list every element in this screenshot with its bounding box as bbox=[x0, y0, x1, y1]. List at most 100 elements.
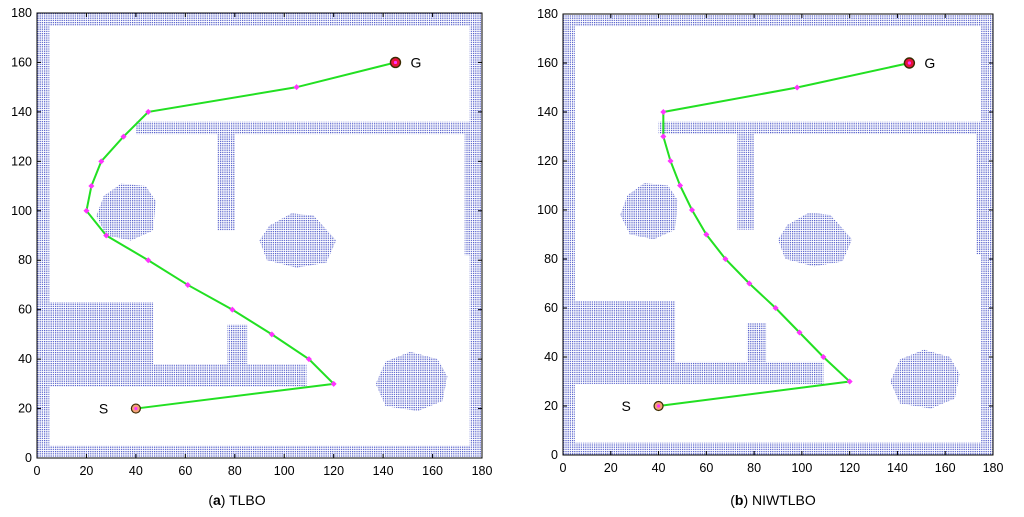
x-tick-label-b-120: 120 bbox=[839, 461, 860, 475]
obstacle-blob-b-2 bbox=[890, 349, 960, 409]
y-tick-label-a-100: 100 bbox=[11, 204, 32, 218]
obstacle-block-b-4 bbox=[675, 361, 824, 384]
y-tick-label-b-160: 160 bbox=[537, 56, 558, 70]
waypoint-a-7 bbox=[103, 232, 110, 239]
y-tick-label-a-180: 180 bbox=[11, 6, 32, 20]
y-tick-label-b-80: 80 bbox=[544, 252, 558, 266]
y-tick-label-b-40: 40 bbox=[544, 350, 558, 364]
x-tick-label-a-60: 60 bbox=[178, 464, 192, 478]
y-tick-label-a-160: 160 bbox=[11, 55, 32, 69]
obstacle-block-b-0 bbox=[658, 121, 977, 135]
caption-a-letter: a bbox=[213, 492, 221, 508]
waypoint-b-10 bbox=[667, 158, 674, 164]
obstacle-block-a-3 bbox=[49, 302, 154, 387]
goal-marker-center-a bbox=[393, 60, 398, 65]
x-tick-label-a-20: 20 bbox=[79, 464, 93, 478]
y-tick-label-a-60: 60 bbox=[18, 303, 32, 317]
x-tick-label-b-100: 100 bbox=[791, 461, 812, 475]
waypoint-b-6 bbox=[722, 256, 729, 262]
y-tick-label-b-140: 140 bbox=[537, 105, 558, 119]
obstacle-border-bottom-a bbox=[37, 445, 482, 458]
x-tick-label-b-60: 60 bbox=[699, 461, 713, 475]
caption-b-name: NIWTLBO bbox=[752, 492, 816, 508]
obstacle-blob-a-2 bbox=[375, 351, 448, 412]
y-tick-label-b-0: 0 bbox=[551, 448, 558, 462]
waypoint-b-9 bbox=[677, 182, 684, 189]
waypoint-b-3 bbox=[796, 329, 803, 336]
waypoint-b-11 bbox=[660, 133, 667, 140]
y-tick-label-a-140: 140 bbox=[11, 105, 32, 119]
x-tick-label-a-40: 40 bbox=[129, 464, 143, 478]
y-tick-label-b-60: 60 bbox=[544, 301, 558, 315]
x-tick-label-b-0: 0 bbox=[560, 461, 567, 475]
obstacle-block-a-1 bbox=[217, 134, 235, 231]
chart-panel-a: (a) TLBO 0 20 40 60 80 100 120 140 160 180 0 20 40 60… bbox=[11, 6, 492, 508]
obstacle-border-top-a bbox=[37, 13, 482, 26]
start-marker-center-b bbox=[656, 404, 661, 408]
obstacle-block-b-1 bbox=[737, 134, 755, 230]
waypoint-b-4 bbox=[772, 305, 779, 311]
waypoint-a-2 bbox=[305, 356, 312, 363]
waypoint-a-4 bbox=[229, 306, 236, 313]
x-tick-label-b-180: 180 bbox=[983, 461, 1004, 475]
waypoint-a-6 bbox=[145, 257, 152, 264]
obstacle-blob-a-1 bbox=[259, 213, 337, 268]
obstacle-block-b-5 bbox=[746, 322, 767, 362]
y-tick-label-b-120: 120 bbox=[537, 154, 558, 168]
x-tick-label-b-40: 40 bbox=[652, 461, 666, 475]
x-tick-label-b-80: 80 bbox=[747, 461, 761, 475]
obstacle-border-top-b bbox=[563, 14, 993, 27]
obstacle-blob-a-0 bbox=[96, 183, 156, 241]
start-label-b: S bbox=[622, 398, 631, 414]
y-tick-label-b-180: 180 bbox=[537, 7, 558, 21]
waypoint-b-8 bbox=[689, 207, 695, 213]
waypoint-a-1 bbox=[330, 380, 337, 387]
caption-a-name: TLBO bbox=[229, 492, 266, 508]
obstacle-block-a-4 bbox=[153, 364, 307, 387]
waypoint-a-12 bbox=[145, 108, 152, 115]
waypoint-a-8 bbox=[83, 207, 90, 214]
obstacle-block-a-0 bbox=[135, 121, 465, 135]
caption-b: (b) NIWTLBO bbox=[730, 492, 816, 508]
obstacle-block-a-2 bbox=[464, 121, 482, 256]
y-tick-label-b-100: 100 bbox=[537, 203, 558, 217]
y-tick-label-a-120: 120 bbox=[11, 154, 32, 168]
waypoint-b-2 bbox=[820, 354, 827, 360]
goal-label-a: G bbox=[410, 54, 421, 70]
x-tick-label-a-100: 100 bbox=[274, 464, 295, 478]
y-tick-label-a-20: 20 bbox=[18, 402, 32, 416]
obstacle-border-bottom-b bbox=[563, 442, 993, 455]
obstacle-blob-b-0 bbox=[620, 183, 678, 240]
x-tick-label-a-80: 80 bbox=[228, 464, 242, 478]
axes-frame-b bbox=[562, 13, 994, 456]
waypoint-a-10 bbox=[98, 158, 105, 165]
waypoint-a-13 bbox=[293, 84, 300, 91]
obstacle-border-left-a bbox=[37, 13, 50, 458]
start-label-a: S bbox=[99, 401, 108, 417]
start-marker-center-a bbox=[134, 406, 138, 411]
waypoint-b-1 bbox=[846, 378, 853, 385]
goal-label-b: G bbox=[924, 55, 935, 71]
y-tick-label-a-80: 80 bbox=[18, 253, 32, 267]
waypoint-b-13 bbox=[794, 84, 801, 91]
caption-b-letter: b bbox=[735, 492, 744, 508]
waypoint-b-7 bbox=[703, 231, 710, 238]
waypoint-a-9 bbox=[88, 183, 95, 190]
obstacle-block-a-5 bbox=[227, 324, 248, 365]
waypoint-b-5 bbox=[746, 280, 753, 287]
waypoint-a-3 bbox=[268, 331, 275, 338]
y-tick-label-b-20: 20 bbox=[544, 399, 558, 413]
obstacle-block-b-2 bbox=[976, 121, 993, 255]
obstacle-block-b-3 bbox=[574, 300, 676, 384]
x-tick-label-b-160: 160 bbox=[935, 461, 956, 475]
x-tick-label-a-0: 0 bbox=[34, 464, 41, 478]
obstacle-border-left-b bbox=[563, 14, 575, 455]
x-tick-label-a-120: 120 bbox=[323, 464, 344, 478]
caption-a: (a) TLBO bbox=[208, 492, 265, 508]
y-tick-label-a-40: 40 bbox=[18, 352, 32, 366]
x-tick-label-a-160: 160 bbox=[422, 464, 443, 478]
waypoint-a-11 bbox=[120, 133, 127, 140]
chart-panel-b: (b) NIWTLBO 0 20 40 60 80 100 120 140 160 180 0 20 4… bbox=[537, 7, 1003, 508]
x-tick-label-b-140: 140 bbox=[887, 461, 908, 475]
